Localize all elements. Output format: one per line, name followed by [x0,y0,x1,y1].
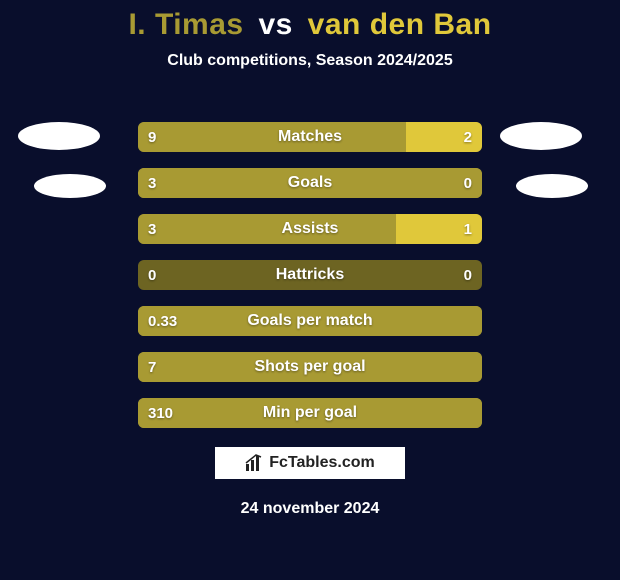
bar-row: 310Min per goal [138,398,482,428]
logo-text: FcTables.com [269,454,375,472]
avatar-left-1 [18,122,100,150]
avatar-right-2 [516,174,588,198]
logo-box: FcTables.com [213,445,407,481]
bar-label: Assists [138,214,482,244]
date-text: 24 november 2024 [0,500,620,518]
bar-row: 7Shots per goal [138,352,482,382]
bar-row: 92Matches [138,122,482,152]
bar-label: Matches [138,122,482,152]
avatar-left-2 [34,174,106,198]
bar-label: Goals per match [138,306,482,336]
bar-row: 0.33Goals per match [138,306,482,336]
bar-row: 31Assists [138,214,482,244]
bar-row: 00Hattricks [138,260,482,290]
bars-container: 92Matches 30Goals 31Assists 00Hattricks 0.33… [138,122,482,444]
comparison-infographic: I. Timas vs van den Ban Club competition… [0,0,620,580]
avatar-right-1 [500,122,582,150]
bar-label: Shots per goal [138,352,482,382]
bar-row: 30Goals [138,168,482,198]
avatars-layer [0,0,620,90]
bar-label: Min per goal [138,398,482,428]
bars-icon [245,454,265,472]
bar-label: Goals [138,168,482,198]
bar-label: Hattricks [138,260,482,290]
